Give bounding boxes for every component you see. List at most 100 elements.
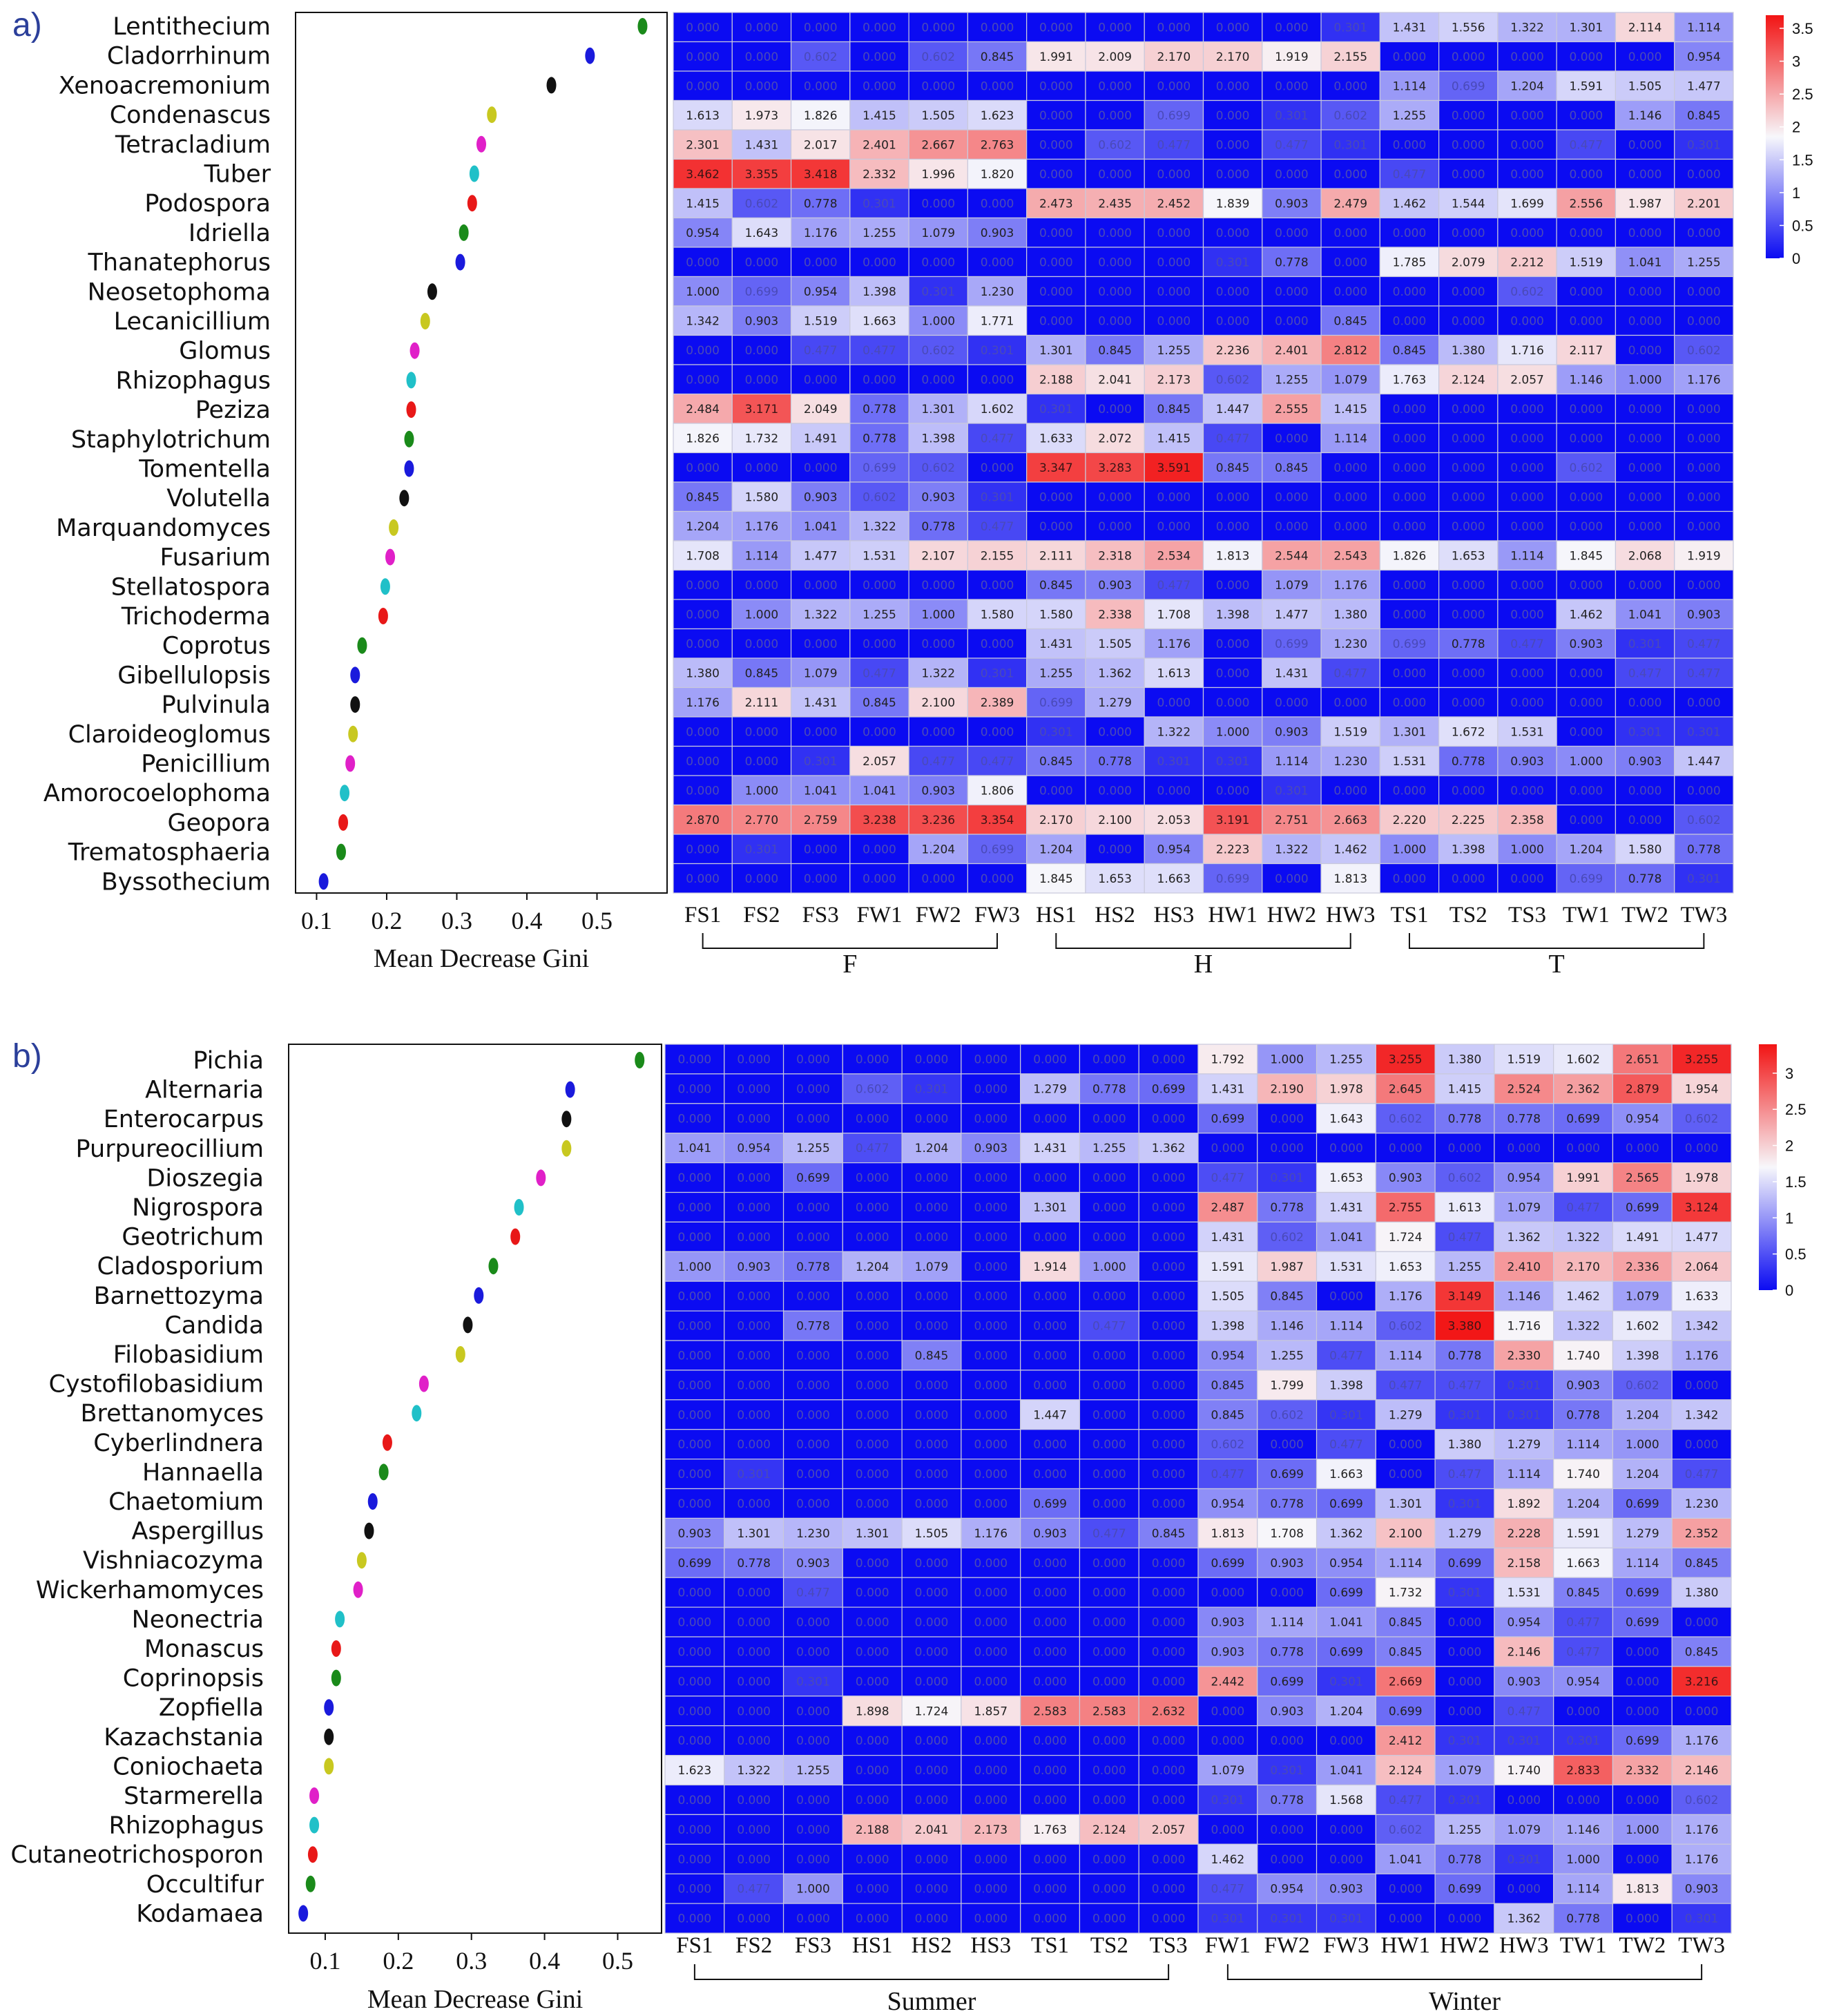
heatmap-cell [782, 1103, 843, 1134]
heatmap-cell [1316, 1251, 1376, 1282]
cell-value: 0.000 [796, 1053, 830, 1066]
heatmap-cell [782, 1429, 843, 1460]
cell-value: 0.477 [981, 432, 1014, 445]
column-label: HW1 [1380, 1933, 1429, 1958]
heatmap-cell [782, 1399, 843, 1430]
heatmap-cell [1020, 1814, 1081, 1845]
cell-value: 0.000 [1216, 285, 1250, 299]
cell-value: 0.000 [1216, 696, 1250, 710]
cell-value: 1.531 [863, 549, 896, 563]
cell-value: 0.000 [1333, 227, 1367, 240]
cell-value: 0.845 [1039, 579, 1073, 593]
cell-value: 0.000 [915, 1112, 949, 1126]
gini-point [510, 1228, 521, 1245]
cell-value: 2.651 [1626, 1053, 1659, 1066]
cell-value: 0.602 [863, 490, 896, 504]
cell-value: 0.000 [1152, 1586, 1186, 1600]
cell-value: 0.000 [1393, 490, 1427, 504]
cell-value: 0.000 [1033, 1379, 1067, 1392]
cell-value: 0.000 [1092, 1497, 1126, 1511]
cell-value: 0.000 [1092, 1468, 1126, 1481]
column-label: TS1 [1031, 1933, 1069, 1958]
cell-value: 1.462 [1211, 1853, 1245, 1867]
cell-value: 0.000 [974, 1112, 1008, 1126]
cell-value: 0.000 [1270, 1112, 1304, 1126]
cell-value: 0.778 [1628, 872, 1662, 886]
cell-value: 0.000 [974, 1438, 1008, 1452]
cell-value: 0.000 [737, 1290, 771, 1304]
cell-value: 0.602 [1685, 1112, 1719, 1126]
group-bracket [1055, 933, 1351, 949]
gini-point [467, 195, 477, 212]
heatmap-cell [961, 1606, 1021, 1638]
cell-value: 0.000 [1152, 1438, 1186, 1452]
heatmap-cell [901, 1843, 962, 1874]
cell-value: 0.000 [804, 21, 838, 35]
heatmap-cell [842, 1280, 903, 1312]
cell-value: 0.301 [1448, 1408, 1482, 1422]
colorbar-tick-label: 2.5 [1792, 86, 1813, 103]
column-label: TW3 [1678, 1933, 1725, 1958]
heatmap-cell [1556, 364, 1617, 395]
cell-value: 0.000 [686, 344, 720, 358]
heatmap-cell [967, 334, 1028, 365]
cell-value: 2.053 [1157, 814, 1191, 827]
cell-value: 0.000 [974, 1290, 1008, 1304]
cell-value: 1.176 [804, 227, 838, 240]
heatmap-cell [967, 364, 1028, 395]
genus-label: Geotrichum [122, 1224, 264, 1251]
heatmap-cell [1320, 276, 1380, 307]
cell-value: 0.778 [1275, 256, 1309, 269]
cell-value: 0.000 [678, 1675, 712, 1689]
gini-point [418, 1375, 429, 1392]
cell-value: 0.000 [804, 256, 838, 269]
cell-value: 0.903 [1569, 637, 1603, 651]
genus-label: Gibellulopsis [117, 662, 271, 689]
heatmap-cell [1556, 569, 1617, 600]
cell-value: 0.000 [686, 755, 720, 769]
column-label: HW1 [1208, 903, 1257, 928]
column-label: FS3 [802, 903, 839, 928]
heatmap-cell [1316, 1843, 1376, 1874]
heatmap-cell [1553, 1251, 1614, 1282]
gini-point [353, 1581, 363, 1598]
cell-value: 1.204 [1626, 1468, 1659, 1481]
heatmap-cell [1320, 305, 1380, 336]
heatmap-cell [1615, 716, 1675, 747]
heatmap-cell [782, 1488, 843, 1519]
column-label: TS2 [1090, 1933, 1128, 1958]
column-label: HW2 [1440, 1933, 1489, 1958]
x-tick-label: 0.4 [529, 1947, 560, 1975]
cell-value: 0.301 [1507, 1379, 1541, 1392]
cell-value: 0.000 [1452, 696, 1485, 710]
heatmap-cell [908, 657, 968, 689]
heatmap-cell [1612, 1459, 1673, 1490]
cell-value: 0.000 [1393, 461, 1427, 475]
cell-value: 0.000 [856, 1734, 889, 1748]
cell-value: 1.279 [1448, 1527, 1482, 1541]
cell-value: 0.000 [1033, 1853, 1067, 1867]
heatmap-cell [1138, 1399, 1199, 1430]
cell-value: 1.380 [1333, 608, 1367, 622]
gini-point [406, 401, 416, 419]
heatmap-cell [1615, 70, 1675, 102]
cell-value: 1.477 [1687, 79, 1721, 93]
cell-value: 0.000 [737, 1082, 771, 1096]
heatmap-cell [790, 217, 851, 248]
cell-value: 0.903 [1507, 1675, 1541, 1689]
cell-value: 0.000 [686, 79, 720, 93]
heatmap-cell [1085, 481, 1145, 512]
heatmap-cell [842, 1044, 903, 1075]
heatmap-cell [731, 569, 792, 600]
cell-value: 0.000 [1092, 1290, 1126, 1304]
heatmap-cell [1379, 364, 1440, 395]
heatmap-cell [1026, 716, 1086, 747]
heatmap-cell [1556, 158, 1617, 189]
cell-value: 0.000 [737, 1675, 771, 1689]
heatmap-cell [1494, 1251, 1554, 1282]
genus-label: Penicillium [141, 751, 271, 778]
cell-value: 1.380 [1448, 1053, 1482, 1066]
heatmap-cell [1553, 1577, 1614, 1608]
cell-value: 0.699 [796, 1171, 830, 1185]
heatmap-cell [1553, 1873, 1614, 1904]
